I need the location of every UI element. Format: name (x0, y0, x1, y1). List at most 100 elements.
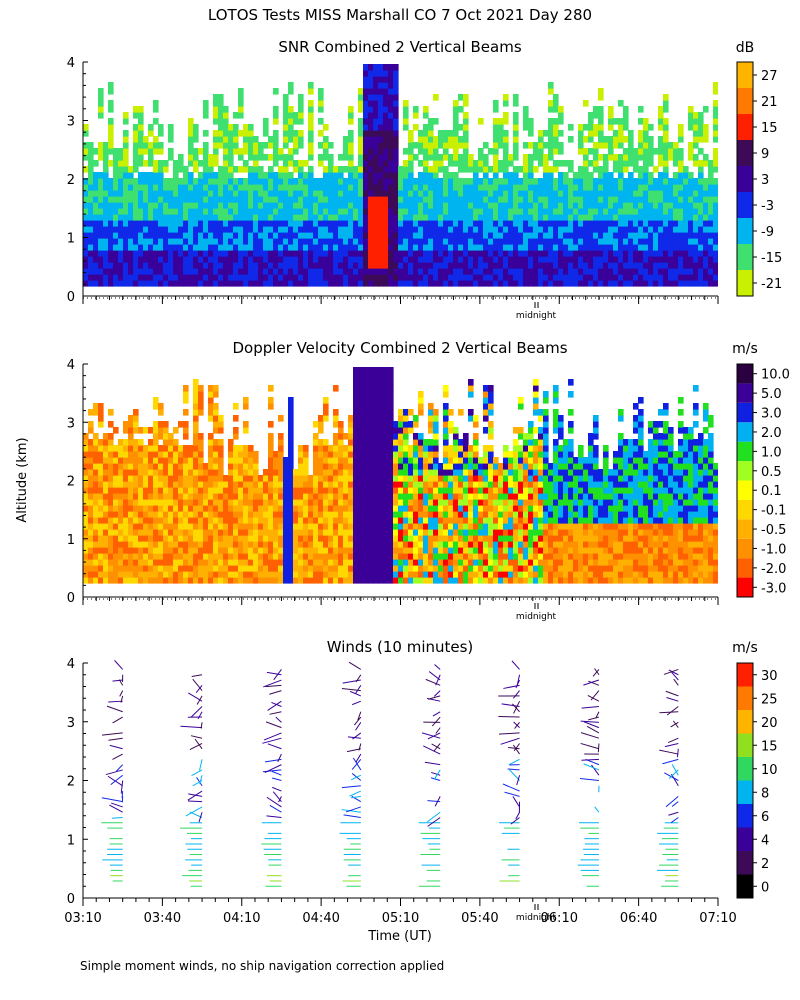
doppler-cell (168, 547, 174, 554)
snr-cell (403, 124, 409, 131)
snr-cell (138, 142, 144, 149)
snr-cell (103, 154, 109, 161)
snr-cell (133, 112, 139, 119)
snr-cell (413, 226, 419, 233)
colorbar-label: 3 (761, 173, 769, 188)
snr-cell (238, 208, 244, 215)
snr-cell (108, 208, 114, 215)
snr-cell (428, 190, 434, 197)
doppler-cell (238, 577, 244, 584)
doppler-cell (83, 541, 89, 548)
snr-cell (243, 178, 249, 185)
doppler-cell (173, 499, 179, 506)
snr-cell (288, 112, 294, 119)
snr-cell (298, 136, 304, 143)
snr-cell (208, 226, 214, 233)
snr-cell (223, 232, 229, 239)
snr-cell (698, 118, 704, 125)
snr-cell (293, 202, 299, 209)
doppler-cell (318, 481, 324, 488)
snr-cell (443, 190, 449, 197)
snr-cell (483, 142, 489, 149)
doppler-cell (193, 397, 199, 404)
snr-cell (623, 208, 629, 215)
snr-cell (243, 196, 249, 203)
snr-cell (263, 154, 269, 161)
doppler-cell (373, 559, 379, 566)
snr-cell (168, 190, 174, 197)
snr-cell (493, 202, 499, 209)
doppler-cell (178, 535, 184, 542)
snr-cell (118, 154, 124, 161)
doppler-cell (383, 487, 389, 494)
snr-cell (383, 196, 389, 203)
doppler-cell (128, 415, 134, 422)
snr-cell (353, 172, 359, 179)
doppler-cell (123, 577, 129, 584)
doppler-cell (373, 475, 379, 482)
snr-cell (458, 202, 464, 209)
doppler-cell (228, 475, 234, 482)
snr-cell (203, 256, 209, 263)
doppler-cell (178, 529, 184, 536)
snr-cell (533, 262, 539, 269)
snr-cell (373, 214, 379, 221)
doppler-cell (243, 553, 249, 560)
snr-cell (293, 244, 299, 251)
snr-cell (268, 196, 274, 203)
doppler-cell (118, 487, 124, 494)
doppler-cell (263, 535, 269, 542)
snr-cell (673, 190, 679, 197)
doppler-cell (128, 511, 134, 518)
snr-cell (628, 130, 634, 137)
snr-cell (513, 142, 519, 149)
snr-cell (618, 160, 624, 167)
doppler-cell (243, 469, 249, 476)
snr-cell (253, 202, 259, 209)
doppler-cell (153, 433, 159, 440)
snr-cell (363, 262, 369, 269)
doppler-cell (93, 409, 99, 416)
snr-cell (638, 256, 644, 263)
snr-cell (383, 76, 389, 83)
snr-cell (338, 190, 344, 197)
snr-cell (423, 154, 429, 161)
snr-cell (383, 64, 389, 71)
snr-cell (153, 100, 159, 107)
snr-cell (323, 196, 329, 203)
snr-cell (648, 160, 654, 167)
snr-cell (183, 184, 189, 191)
snr-cell (138, 274, 144, 281)
doppler-cell (103, 523, 109, 530)
snr-cell (268, 166, 274, 173)
snr-cell (558, 220, 564, 227)
doppler-cell (93, 481, 99, 488)
snr-cell (123, 148, 129, 155)
doppler-cell (183, 529, 189, 536)
snr-cell (338, 154, 344, 161)
snr-cell (303, 214, 309, 221)
snr-cell (273, 196, 279, 203)
snr-cell (133, 220, 139, 227)
snr-cell (393, 112, 399, 119)
doppler-cell (288, 463, 294, 470)
snr-cell (103, 202, 109, 209)
snr-cell (548, 232, 554, 239)
snr-cell (118, 280, 124, 287)
snr-cell (523, 262, 529, 269)
snr-cell (183, 268, 189, 275)
doppler-cell (348, 439, 354, 446)
doppler-cell (128, 493, 134, 500)
doppler-cell (268, 541, 274, 548)
doppler-cell (288, 409, 294, 416)
snr-cell (403, 238, 409, 245)
snr-cell (198, 232, 204, 239)
doppler-cell (363, 445, 369, 452)
doppler-cell (353, 469, 359, 476)
snr-cell (503, 100, 509, 107)
doppler-cell (148, 571, 154, 578)
snr-cell (628, 178, 634, 185)
doppler-cell (298, 487, 304, 494)
snr-cell (233, 136, 239, 143)
